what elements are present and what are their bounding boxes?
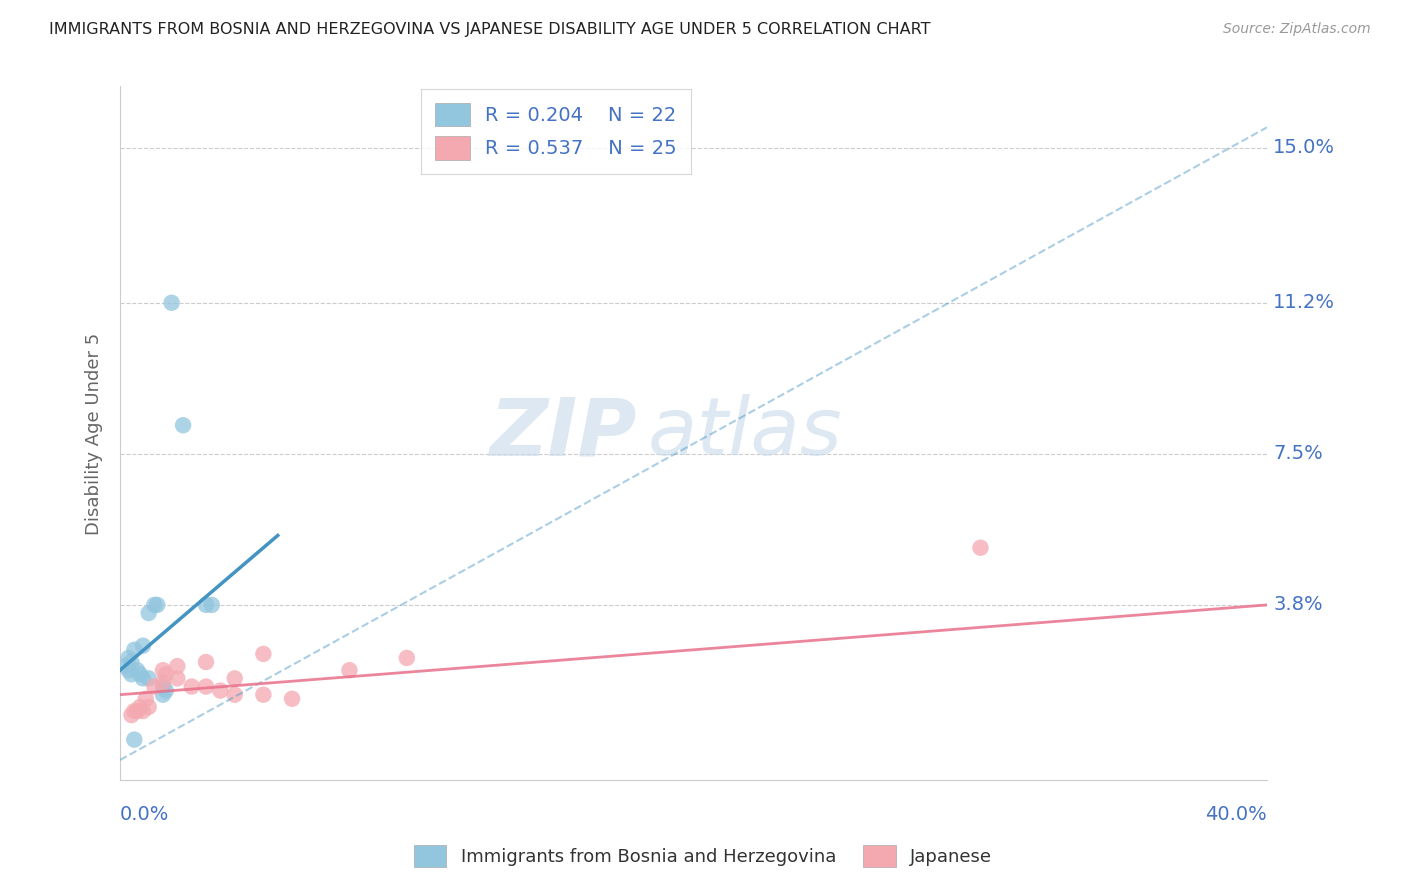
Point [152, 688, 174, 702]
Point [117, 663, 139, 677]
Point [132, 639, 155, 653]
Point [143, 680, 166, 694]
Point [155, 667, 177, 681]
Point [155, 683, 177, 698]
Point [124, 642, 146, 657]
Point [127, 663, 149, 677]
Point [132, 672, 155, 686]
Point [114, 659, 136, 673]
Point [138, 606, 160, 620]
Y-axis label: Disability Age Under 5: Disability Age Under 5 [86, 333, 103, 534]
Point [252, 688, 274, 702]
Point [143, 598, 166, 612]
Text: 0.0%: 0.0% [120, 805, 169, 823]
Text: 40.0%: 40.0% [1205, 805, 1267, 823]
Point [146, 598, 169, 612]
Point [166, 672, 188, 686]
Text: Source: ZipAtlas.com: Source: ZipAtlas.com [1223, 22, 1371, 37]
Text: atlas: atlas [648, 394, 842, 473]
Text: 3.8%: 3.8% [1272, 595, 1323, 615]
Text: IMMIGRANTS FROM BOSNIA AND HERZEGOVINA VS JAPANESE DISABILITY AGE UNDER 5 CORREL: IMMIGRANTS FROM BOSNIA AND HERZEGOVINA V… [49, 22, 931, 37]
Point [281, 691, 304, 706]
Point [209, 683, 232, 698]
Point [172, 418, 194, 433]
Text: 11.2%: 11.2% [1272, 293, 1336, 312]
Point [160, 295, 183, 310]
Point [252, 647, 274, 661]
Point [339, 663, 361, 677]
Point [152, 675, 174, 690]
Point [180, 680, 202, 694]
Point [129, 700, 152, 714]
Point [201, 598, 224, 612]
Point [152, 663, 174, 677]
Point [124, 704, 146, 718]
Point [395, 651, 418, 665]
Point [224, 688, 246, 702]
Point [969, 541, 991, 555]
Point [120, 667, 142, 681]
Legend: Immigrants from Bosnia and Herzegovina, Japanese: Immigrants from Bosnia and Herzegovina, … [406, 838, 1000, 874]
Point [120, 708, 142, 723]
Point [152, 680, 174, 694]
Point [129, 667, 152, 681]
Point [120, 655, 142, 669]
Legend: R = 0.204    N = 22, R = 0.537    N = 25: R = 0.204 N = 22, R = 0.537 N = 25 [422, 89, 690, 174]
Text: 15.0%: 15.0% [1272, 138, 1336, 157]
Point [166, 659, 188, 673]
Point [195, 598, 218, 612]
Point [138, 672, 160, 686]
Point [124, 732, 146, 747]
Point [195, 655, 218, 669]
Point [117, 651, 139, 665]
Point [135, 691, 157, 706]
Text: ZIP: ZIP [489, 394, 637, 473]
Point [195, 680, 218, 694]
Text: 7.5%: 7.5% [1272, 444, 1323, 463]
Point [138, 700, 160, 714]
Point [127, 704, 149, 718]
Point [132, 704, 155, 718]
Point [224, 672, 246, 686]
